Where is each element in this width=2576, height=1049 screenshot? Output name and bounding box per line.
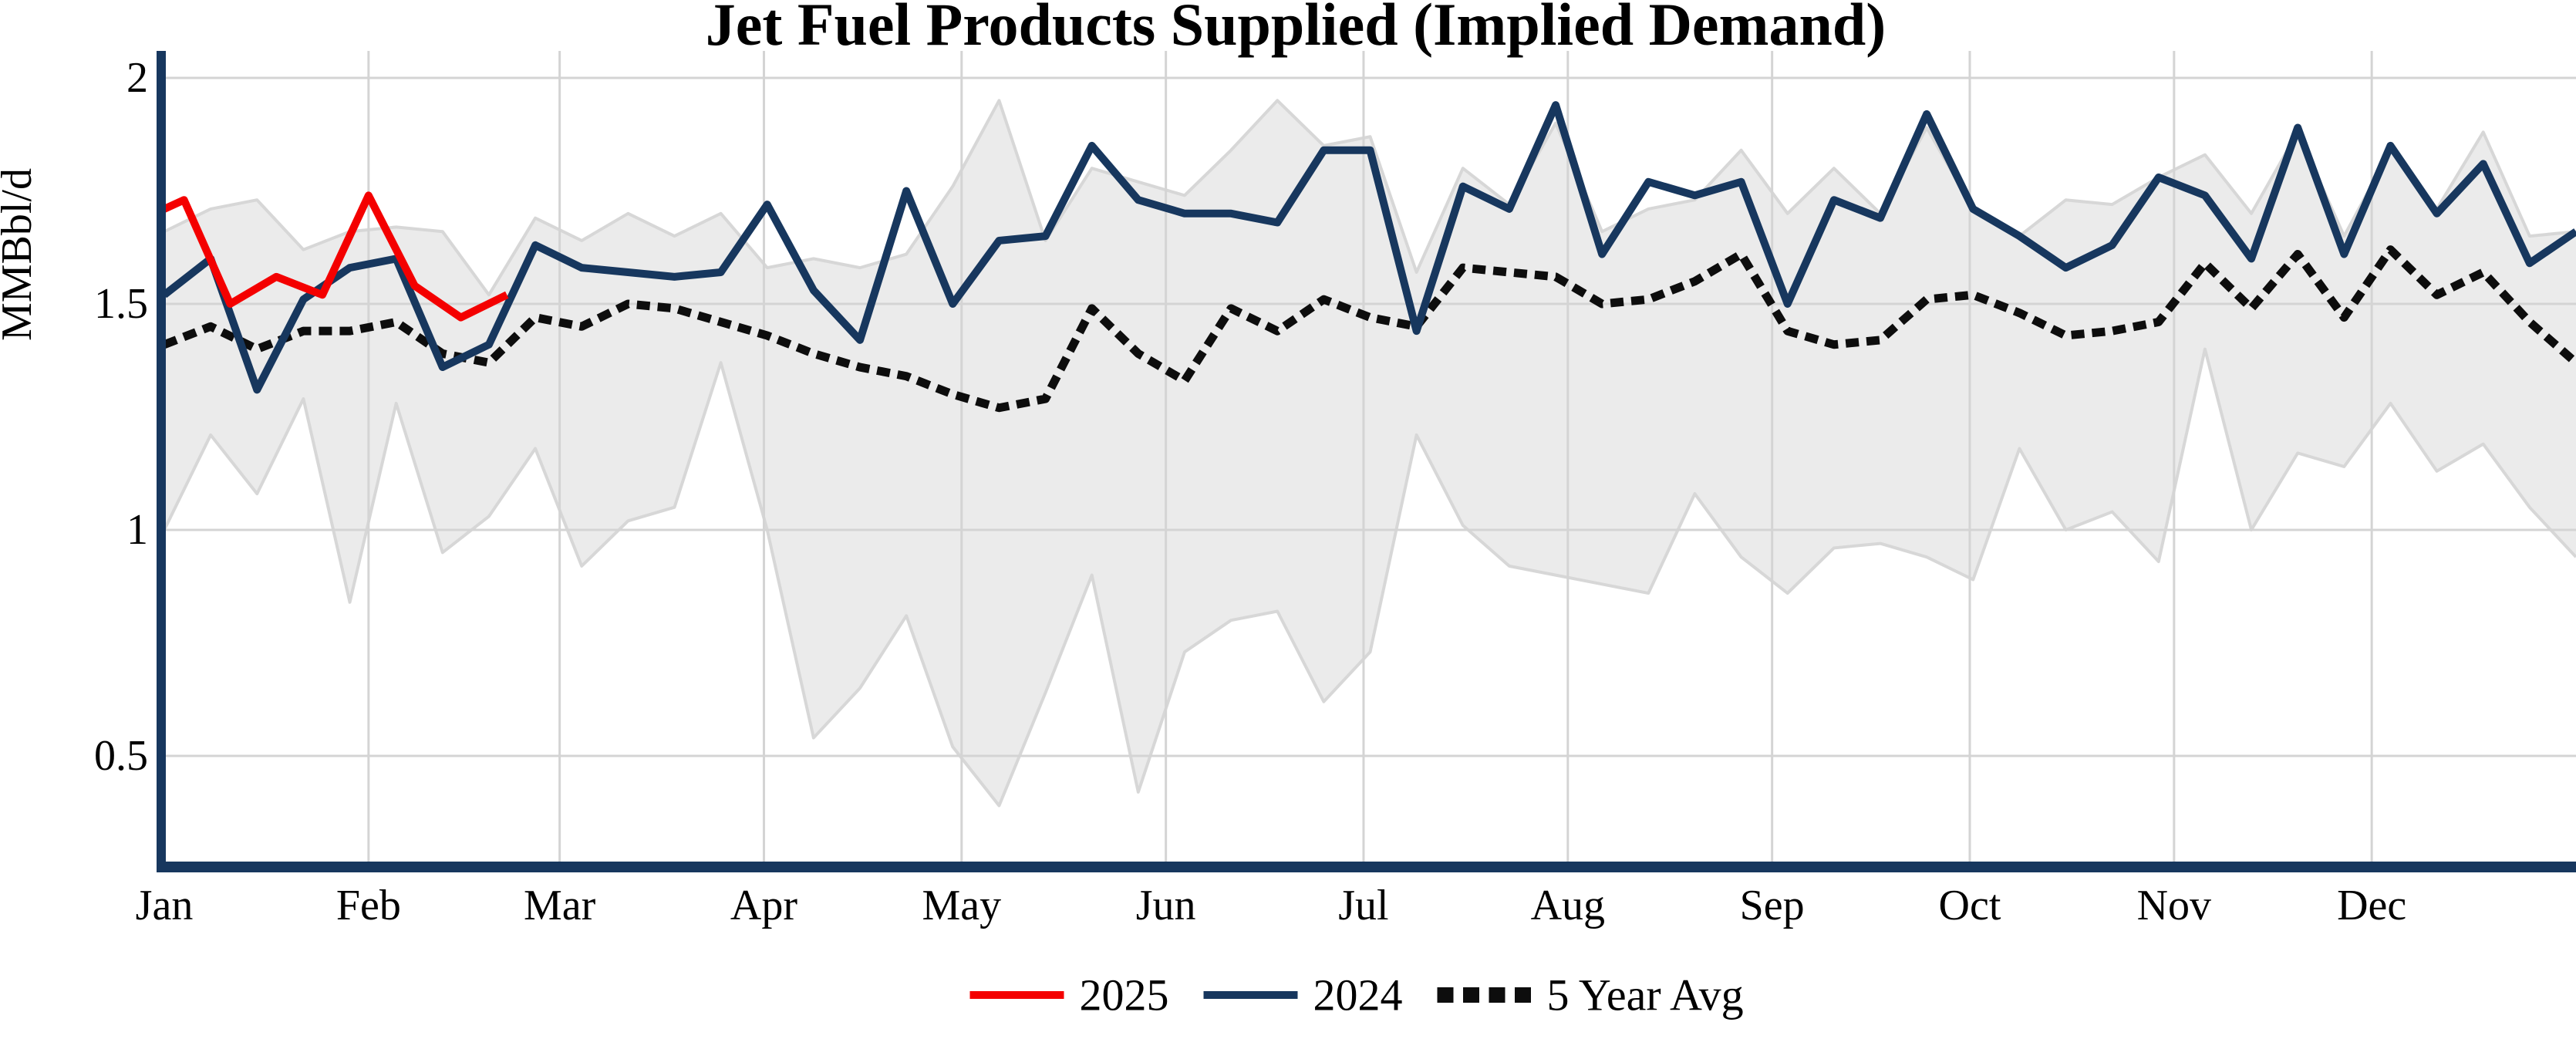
- x-tick-label-sep: Sep: [1740, 882, 1805, 929]
- series-line-2025: [162, 191, 509, 322]
- x-tick-label-nov: Nov: [2137, 882, 2211, 929]
- grid-layer: [164, 51, 2576, 862]
- x-tick-label-oct: Oct: [1939, 882, 2001, 929]
- x-tick-label-dec: Dec: [2337, 882, 2406, 929]
- x-tick-label-aug: Aug: [1531, 882, 1605, 929]
- series-line-2024: [161, 101, 2576, 394]
- five-year-range-band: [164, 100, 2576, 806]
- y-tick-label-2: 2: [126, 54, 148, 102]
- series-line-5-year-avg: [163, 245, 2576, 413]
- x-tick-label-feb: Feb: [336, 882, 401, 929]
- x-tick-label-mar: Mar: [524, 882, 596, 929]
- axes-layer: [157, 51, 2576, 872]
- y-tick-label-1.5: 1.5: [94, 280, 148, 328]
- x-tick-label-jun: Jun: [1136, 882, 1196, 929]
- labels-layer: Jet Fuel Products Supplied (Implied Dema…: [0, 0, 2406, 929]
- legend-label-2025: 2025: [1080, 970, 1169, 1020]
- x-tick-label-jul: Jul: [1338, 882, 1388, 929]
- legend-label-2024: 2024: [1313, 970, 1403, 1020]
- legend: 2025 2024 5 Year Avg: [969, 970, 1744, 1020]
- y-tick-label-0.5: 0.5: [94, 732, 148, 780]
- y-tick-label-1: 1: [126, 506, 148, 554]
- x-tick-label-may: May: [922, 882, 1001, 929]
- legend-label-5-year-avg: 5 Year Avg: [1547, 970, 1744, 1020]
- series-layer: [161, 101, 2576, 413]
- y-axis-spine: [157, 51, 166, 872]
- chart-title: Jet Fuel Products Supplied (Implied Dema…: [706, 0, 1886, 58]
- y-axis-title: MMBbl/d: [0, 168, 41, 341]
- x-tick-label-apr: Apr: [730, 882, 797, 929]
- x-axis-spine: [157, 862, 2576, 872]
- x-tick-label-jan: Jan: [136, 882, 194, 929]
